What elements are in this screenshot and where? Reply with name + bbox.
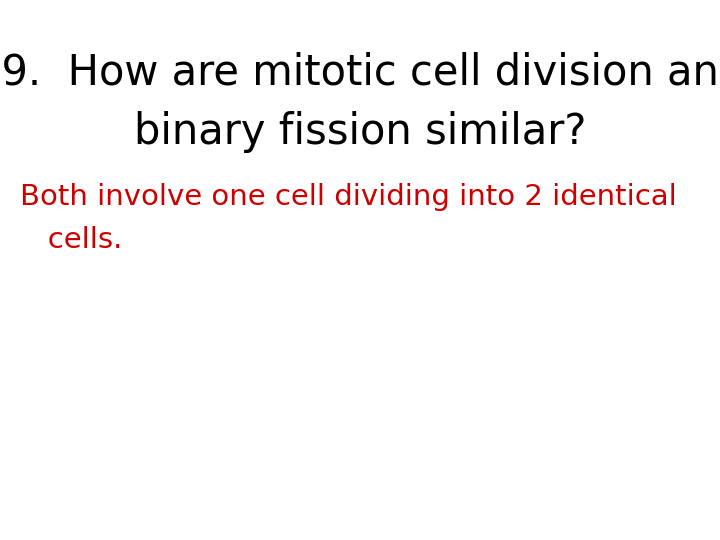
Text: 19.  How are mitotic cell division and: 19. How are mitotic cell division and	[0, 52, 720, 94]
Text: Both involve one cell dividing into 2 identical: Both involve one cell dividing into 2 id…	[20, 183, 677, 211]
Text: cells.: cells.	[20, 226, 122, 254]
Text: binary fission similar?: binary fission similar?	[134, 111, 586, 153]
